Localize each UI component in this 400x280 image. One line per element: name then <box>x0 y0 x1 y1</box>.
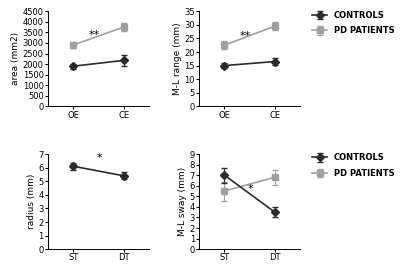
Y-axis label: radius (mm): radius (mm) <box>27 174 36 229</box>
Legend: CONTROLS, PD PATIENTS: CONTROLS, PD PATIENTS <box>312 153 394 178</box>
Y-axis label: M-L sway (mm): M-L sway (mm) <box>178 167 187 236</box>
Text: *: * <box>248 184 254 194</box>
Y-axis label: area (mm2): area (mm2) <box>11 32 20 85</box>
Y-axis label: M-L range (mm): M-L range (mm) <box>173 22 182 95</box>
Text: **: ** <box>240 31 251 41</box>
Text: **: ** <box>89 30 100 40</box>
Text: *: * <box>96 153 102 163</box>
Legend: CONTROLS, PD PATIENTS: CONTROLS, PD PATIENTS <box>312 11 394 35</box>
